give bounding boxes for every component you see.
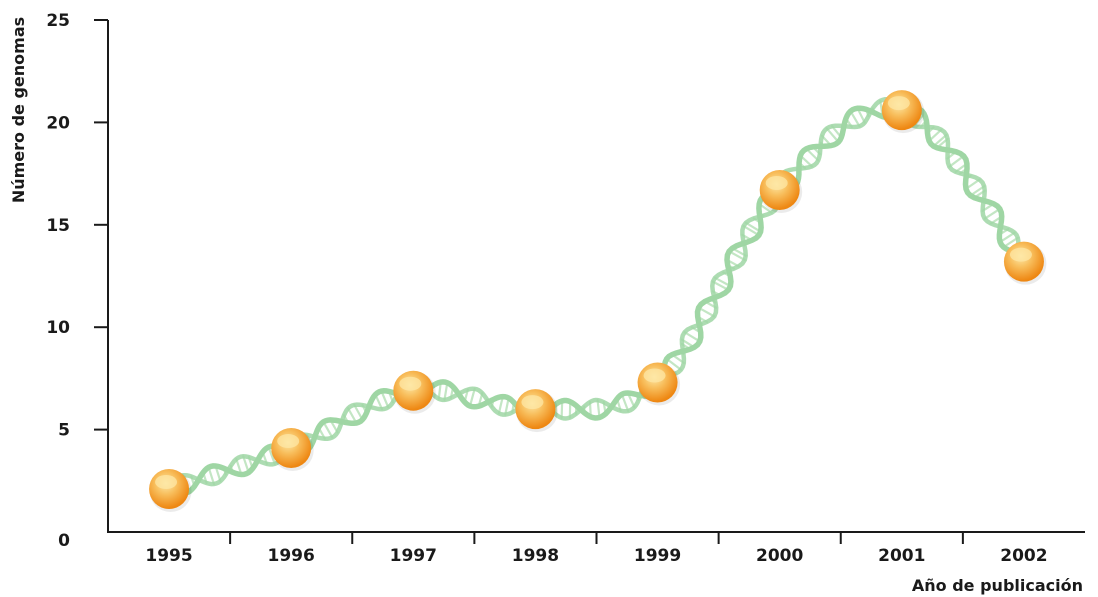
helix-rung [742,224,760,237]
data-point-2001 [881,90,925,134]
data-point-highlight [521,395,544,410]
data-point-marker [393,370,434,411]
data-point-highlight [643,368,666,383]
helix-rung [683,331,701,343]
helix-rung [849,110,861,128]
y-tick-label: 10 [46,318,70,338]
x-axis-title: Año de publicación [912,576,1083,595]
data-point-highlight [1009,247,1032,262]
data-markers [149,90,1047,512]
data-point-marker [637,362,678,403]
y-tick-label: 5 [58,421,70,441]
x-tick-label: 2000 [756,546,803,566]
y-axis-title: Número de genomas [9,17,28,203]
data-point-1999 [637,362,681,406]
data-point-highlight [155,474,178,489]
helix-rung [322,420,334,439]
data-point-marker [1003,241,1044,282]
x-tick-label: 2002 [1000,546,1047,566]
data-point-1995 [149,468,192,512]
data-point-marker [515,389,556,430]
x-tick-label: 1997 [390,546,437,566]
axes [107,20,1085,533]
data-point-marker [759,169,800,210]
data-point-1997 [393,370,436,414]
data-point-highlight [887,96,910,111]
data-point-marker [271,428,312,469]
y-tick-label: 15 [46,216,70,236]
data-point-1998 [515,389,558,433]
x-tick-label: 1999 [634,546,681,566]
x-tick-label: 1995 [145,546,192,566]
x-ticks: 1995 1996 1997 1998 1999 2000 2001 2002 [145,532,1048,566]
data-point-highlight [277,434,300,449]
data-point-marker [149,468,190,509]
helix-rung [620,393,630,413]
x-tick-label: 1998 [512,546,559,566]
x-tick-label: 2001 [878,546,925,566]
helix-rung [948,154,965,168]
helix-rung [825,127,840,144]
y-tick-label: 20 [46,113,70,133]
helix-rung [983,207,1001,220]
helix-rung [207,466,216,486]
data-point-1996 [271,428,314,472]
data-point-2000 [759,169,803,213]
helix-rung [596,398,601,419]
helix-rung [380,389,390,409]
y-ticks: 0 5 10 15 20 25 [46,11,108,551]
data-point-highlight [765,175,788,190]
data-point-2002 [1003,241,1047,285]
helix-rung [697,306,716,318]
data-point-highlight [399,376,422,391]
helix-rung [267,445,276,466]
helix-rung [468,387,476,408]
y-tick-label: 0 [58,531,70,551]
helix-rung [728,250,746,262]
x-tick-label: 1996 [268,546,315,566]
data-point-marker [881,90,922,131]
helix-rung [665,357,683,371]
helix-strand [166,97,1021,492]
y-tick-label: 25 [46,11,70,31]
helix-strand [166,104,1034,497]
